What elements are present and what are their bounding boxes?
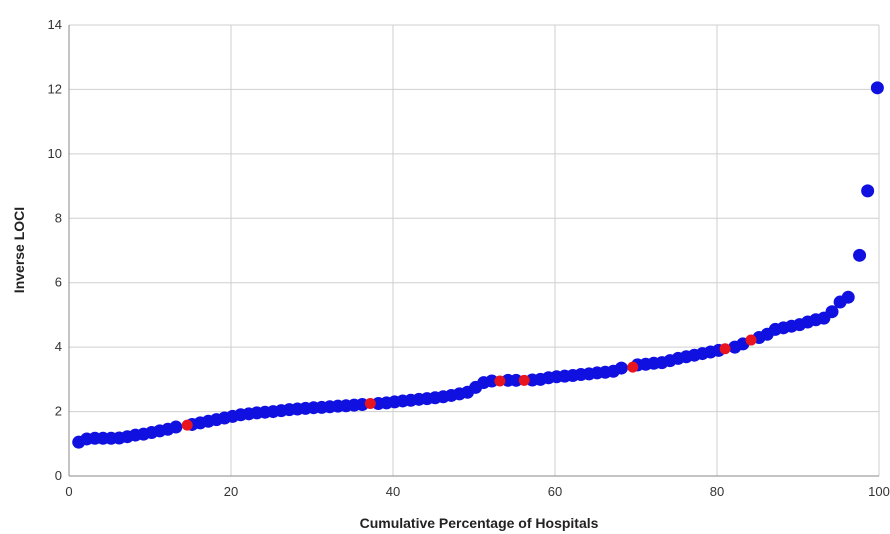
highlighted-data-point	[745, 334, 757, 346]
grid-lines	[68, 24, 880, 477]
y-axis-ticks: 0 2 4 6 8 10 12 14	[48, 17, 62, 483]
data-point	[614, 361, 628, 375]
y-tick-label: 6	[55, 275, 62, 290]
y-tick-label: 8	[55, 210, 62, 225]
data-point	[853, 248, 867, 262]
data-point	[169, 420, 183, 434]
highlighted-data-point	[364, 398, 376, 410]
data-point	[870, 81, 884, 95]
x-tick-label: 20	[224, 484, 238, 499]
x-tick-label: 40	[386, 484, 400, 499]
y-tick-label: 0	[55, 468, 62, 483]
data-point	[861, 184, 875, 198]
highlighted-data-point	[518, 374, 530, 386]
highlighted-data-point	[494, 375, 506, 387]
y-tick-label: 2	[55, 404, 62, 419]
axes	[68, 25, 879, 477]
y-tick-label: 10	[48, 146, 62, 161]
x-tick-label: 0	[65, 484, 72, 499]
data-point	[509, 373, 523, 387]
data-points	[72, 81, 884, 449]
y-axis-title: Inverse LOCI	[11, 207, 27, 293]
x-axis-ticks: 0 20 40 60 80 100	[65, 484, 889, 499]
x-tick-label: 100	[868, 484, 890, 499]
y-tick-label: 4	[55, 339, 62, 354]
data-point	[825, 305, 839, 319]
x-tick-label: 60	[548, 484, 562, 499]
y-tick-label: 12	[48, 81, 62, 96]
x-axis-title: Cumulative Percentage of Hospitals	[360, 515, 599, 531]
x-tick-label: 80	[710, 484, 724, 499]
highlighted-data-point	[627, 361, 639, 373]
highlighted-data-point	[719, 343, 731, 355]
data-point	[841, 290, 855, 304]
y-tick-label: 14	[48, 17, 62, 32]
highlighted-data-point	[181, 419, 193, 431]
data-point	[485, 374, 499, 388]
